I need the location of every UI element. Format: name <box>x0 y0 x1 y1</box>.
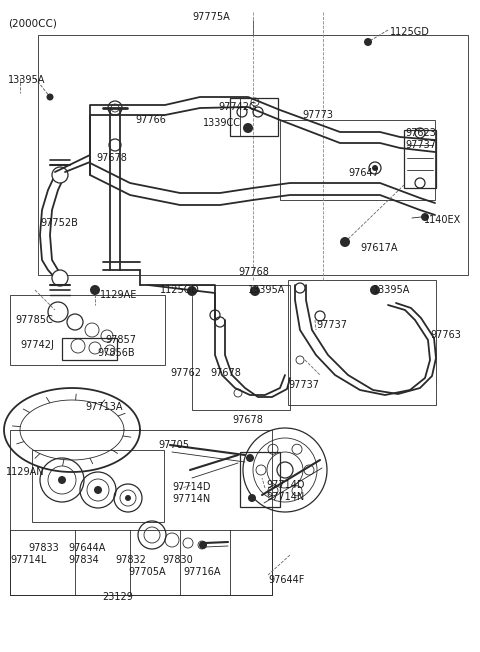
Text: 97832: 97832 <box>115 555 146 565</box>
Text: 97752B: 97752B <box>40 218 78 228</box>
Text: 97785C: 97785C <box>15 315 53 325</box>
Text: 97714D: 97714D <box>266 480 304 490</box>
Text: 1125GD: 1125GD <box>160 285 200 295</box>
Bar <box>38 35 468 275</box>
Text: 97714N: 97714N <box>172 494 210 504</box>
Circle shape <box>187 286 197 296</box>
Bar <box>288 280 436 405</box>
Text: 97742J: 97742J <box>20 340 54 350</box>
Text: 97714L: 97714L <box>10 555 47 565</box>
Circle shape <box>125 495 131 501</box>
Bar <box>230 98 278 136</box>
Text: 97705: 97705 <box>158 440 189 450</box>
Circle shape <box>94 486 102 494</box>
Text: 97647: 97647 <box>348 168 379 178</box>
Circle shape <box>248 494 256 502</box>
Text: 97714D: 97714D <box>172 482 211 492</box>
Text: 97644A: 97644A <box>68 543 106 553</box>
Text: 97713A: 97713A <box>85 402 122 412</box>
Text: 1129AE: 1129AE <box>100 290 137 300</box>
Text: 97705A: 97705A <box>128 567 166 577</box>
Text: 97617A: 97617A <box>360 243 397 253</box>
Text: 97768: 97768 <box>238 267 269 277</box>
Text: 97762: 97762 <box>170 368 201 378</box>
Text: 1125GD: 1125GD <box>390 27 430 37</box>
Circle shape <box>47 93 53 100</box>
Text: 97714N: 97714N <box>266 492 304 502</box>
Text: 97716A: 97716A <box>183 567 220 577</box>
Text: 1140EX: 1140EX <box>424 215 461 225</box>
Circle shape <box>52 270 68 286</box>
Bar <box>62 338 117 360</box>
Text: 97737: 97737 <box>288 380 319 390</box>
Circle shape <box>364 38 372 46</box>
Text: 97763: 97763 <box>430 330 461 340</box>
Text: 97830: 97830 <box>162 555 193 565</box>
Text: (2000CC): (2000CC) <box>8 18 57 28</box>
Circle shape <box>372 165 378 171</box>
Text: 97766: 97766 <box>135 115 166 125</box>
Text: 97773: 97773 <box>302 110 333 120</box>
Bar <box>280 120 435 200</box>
Circle shape <box>369 162 381 174</box>
Text: 13395A: 13395A <box>248 285 286 295</box>
Bar <box>10 530 272 595</box>
Bar <box>10 295 165 365</box>
Circle shape <box>421 213 429 221</box>
Text: 97742G: 97742G <box>218 102 256 112</box>
Text: 97737: 97737 <box>405 140 436 150</box>
Text: 13395A: 13395A <box>8 75 46 85</box>
Circle shape <box>52 167 68 183</box>
Text: 97834: 97834 <box>68 555 99 565</box>
Text: 23129: 23129 <box>102 592 133 602</box>
Circle shape <box>243 123 253 133</box>
Text: 1129AN: 1129AN <box>6 467 45 477</box>
Text: 97678: 97678 <box>210 368 241 378</box>
Circle shape <box>58 476 66 484</box>
Text: 97678: 97678 <box>96 153 127 163</box>
Text: 1339CC: 1339CC <box>203 118 241 128</box>
Circle shape <box>199 541 207 549</box>
Circle shape <box>246 454 254 462</box>
Circle shape <box>370 285 380 295</box>
Circle shape <box>340 237 350 247</box>
Bar <box>404 130 436 188</box>
Text: 97856B: 97856B <box>97 348 134 358</box>
Text: 97857: 97857 <box>105 335 136 345</box>
Text: 97775A: 97775A <box>192 12 230 22</box>
Text: 97678: 97678 <box>232 415 263 425</box>
Text: 97644F: 97644F <box>268 575 304 585</box>
Text: 97623: 97623 <box>405 128 436 138</box>
Bar <box>10 430 272 595</box>
Circle shape <box>90 285 100 295</box>
Circle shape <box>250 286 260 296</box>
Text: 97737: 97737 <box>316 320 347 330</box>
Bar <box>192 285 290 410</box>
Bar <box>240 452 280 507</box>
Text: 13395A: 13395A <box>373 285 410 295</box>
Text: 97833: 97833 <box>28 543 59 553</box>
Bar <box>32 450 164 522</box>
